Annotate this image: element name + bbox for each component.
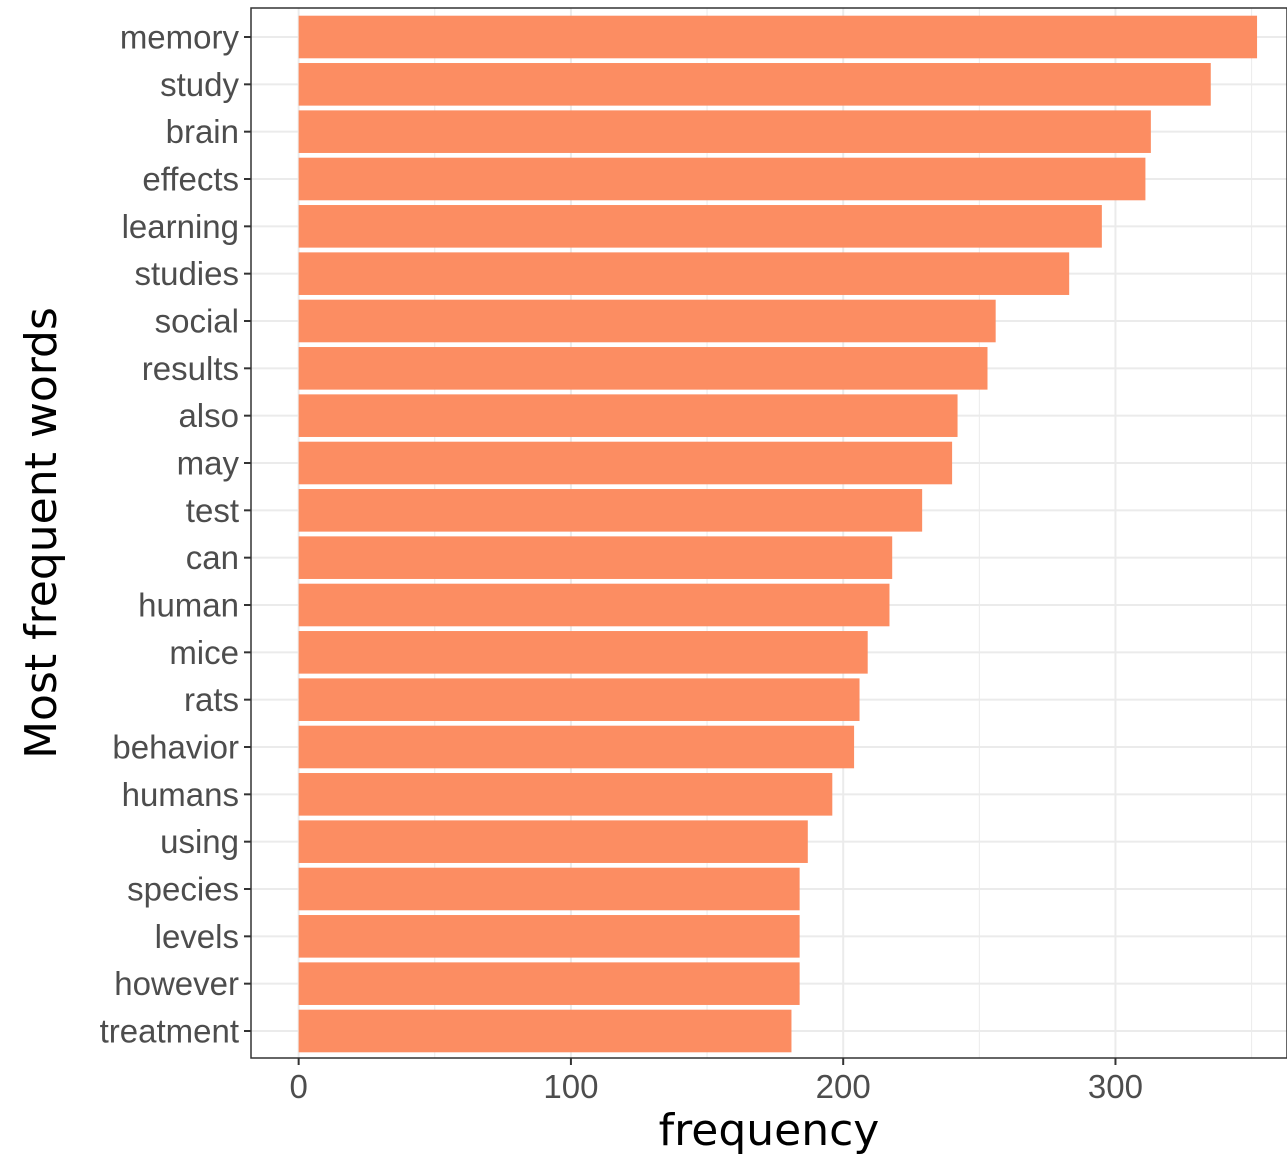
bar-effects xyxy=(298,157,1146,201)
x-tick-label: 200 xyxy=(816,1068,871,1105)
y-tick-label-study: study xyxy=(160,66,239,103)
y-tick-label-rats: rats xyxy=(184,681,239,718)
bar-however xyxy=(298,962,800,1005)
bars xyxy=(298,15,1258,1053)
bar-learning xyxy=(298,205,1102,248)
bar-human xyxy=(298,583,890,627)
bar-mice xyxy=(298,631,868,674)
y-axis-title: Most frequent words xyxy=(16,307,67,759)
y-tick-label-test: test xyxy=(186,492,239,529)
y-tick-label-using: using xyxy=(160,823,239,860)
bar-behavior xyxy=(298,725,855,769)
bar-also xyxy=(298,394,958,437)
y-tick-label-also: also xyxy=(178,397,239,434)
y-tick-label-results: results xyxy=(142,350,239,387)
y-tick-label-humans: humans xyxy=(122,776,239,813)
y-tick-label-levels: levels xyxy=(155,918,239,955)
bar-results xyxy=(298,347,988,390)
bar-may xyxy=(298,441,953,485)
y-tick-label-learning: learning xyxy=(122,208,239,245)
y-tick-label-social: social xyxy=(155,303,239,340)
bar-rats xyxy=(298,678,860,721)
bar-brain xyxy=(298,110,1151,153)
bar-can xyxy=(298,536,893,579)
bar-humans xyxy=(298,773,833,816)
bar-using xyxy=(298,820,808,863)
y-tick-label-may: may xyxy=(177,445,240,482)
y-tick-label-can: can xyxy=(186,539,239,576)
bar-test xyxy=(298,489,923,532)
bar-study xyxy=(298,63,1211,106)
y-tick-label-human: human xyxy=(138,587,239,624)
y-tick-label-treatment: treatment xyxy=(100,1013,239,1050)
x-tick-label: 300 xyxy=(1088,1068,1143,1105)
y-tick-label-mice: mice xyxy=(169,634,239,671)
bar-memory xyxy=(298,15,1258,59)
y-tick-label-species: species xyxy=(127,871,239,908)
panel-border xyxy=(250,7,1287,1059)
bar-studies xyxy=(298,252,1070,295)
y-tick-label-effects: effects xyxy=(142,161,239,198)
bar-treatment xyxy=(298,1009,792,1053)
bar-levels xyxy=(298,915,800,958)
y-tick-label-studies: studies xyxy=(134,255,239,292)
axes: memory study brain effects learning studies so… xyxy=(100,7,1287,1105)
y-tick-label-brain: brain xyxy=(166,113,239,150)
y-tick-label-however: however xyxy=(114,965,239,1002)
y-tick-label-behavior: behavior xyxy=(112,729,239,766)
y-tick-label-memory: memory xyxy=(120,19,240,56)
x-axis-title: frequency xyxy=(659,1105,880,1154)
x-tick-label: 0 xyxy=(289,1068,307,1105)
bar-species xyxy=(298,867,800,911)
bar-social xyxy=(298,299,996,343)
x-tick-label: 100 xyxy=(543,1068,598,1105)
